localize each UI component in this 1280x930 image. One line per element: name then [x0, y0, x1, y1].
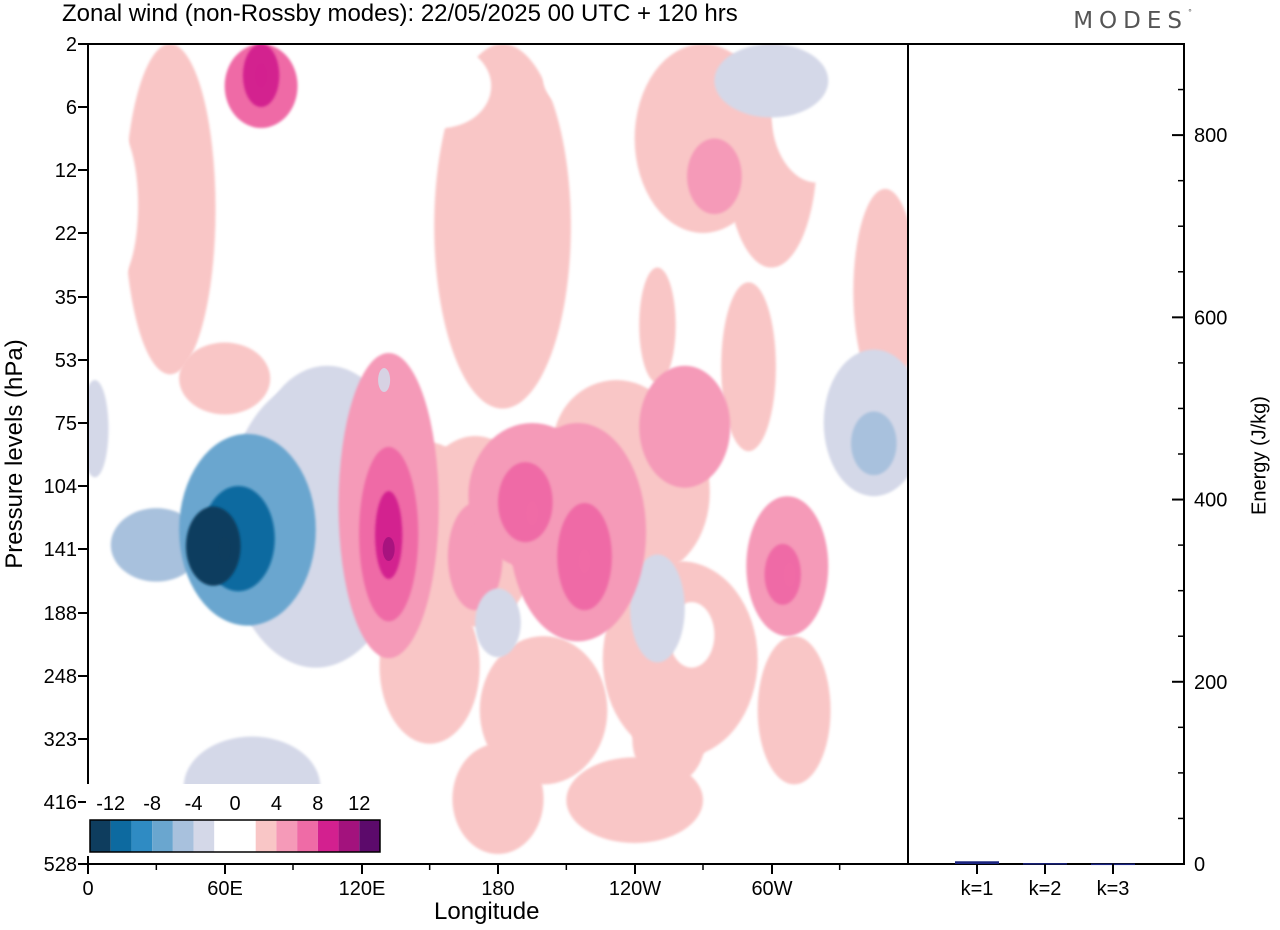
- energy-bar: [955, 861, 999, 864]
- colorbar-swatch: [193, 820, 215, 852]
- x-axis-label: Longitude: [434, 898, 540, 925]
- energy-axis-label: Energy (J/kg): [1248, 396, 1271, 515]
- y-axis: 2 6 12 22 35 53 75 104 141 188 248 323 416 528: [44, 34, 88, 876]
- y-tick-label: 22: [55, 223, 77, 245]
- y-tick-label: 528: [44, 854, 77, 876]
- colorbar-swatch: [338, 820, 360, 852]
- colorbar-swatch: [131, 820, 153, 852]
- colorbar: -12 -8 -4 0 4 8 12: [86, 784, 384, 856]
- energy-bar-label: k=2: [1029, 878, 1062, 900]
- heatmap-cell: [497, 462, 553, 543]
- colorbar-swatch: [110, 820, 132, 852]
- energy-bar-label: k=1: [961, 878, 994, 900]
- energy-tick-label: 400: [1194, 490, 1227, 512]
- heatmap-cell: [475, 588, 521, 658]
- y-tick-label: 2: [66, 34, 77, 56]
- y-axis-label: Pressure levels (hPa): [1, 339, 28, 569]
- energy-tick-label: 600: [1194, 307, 1227, 329]
- heatmap-cell: [764, 543, 801, 605]
- colorbar-tick-label: 12: [348, 793, 370, 815]
- heatmap-cell: [124, 44, 216, 375]
- heatmap-cell: [721, 282, 776, 452]
- energy-bar-label: k=3: [1097, 878, 1130, 900]
- heatmap-cell: [452, 743, 544, 855]
- heatmap-cell: [714, 44, 829, 118]
- colorbar-swatch: [90, 820, 111, 852]
- colorbar-swatch: [255, 820, 277, 852]
- energy-panel-frame: [907, 43, 1185, 865]
- energy-tick-label: 200: [1194, 672, 1227, 694]
- heatmap-feature: [255, 63, 268, 88]
- colorbar-tick-label: -12: [96, 793, 125, 815]
- heatmap-feature: [218, 537, 231, 561]
- heatmap-field: [88, 44, 908, 855]
- energy-bar: [1023, 863, 1067, 865]
- y-tick-label: 35: [55, 287, 77, 309]
- modes-logo: MODES°: [1073, 8, 1192, 34]
- heatmap-cell: [390, 44, 492, 128]
- colorbar-swatch: [235, 820, 256, 852]
- y-tick-label: 12: [55, 160, 77, 182]
- heatmap-cell: [687, 138, 742, 215]
- y-tick-label: 53: [55, 350, 77, 372]
- x-tick-label: 0: [82, 878, 93, 900]
- colorbar-swatch: [152, 820, 173, 852]
- heatmap-feature: [526, 501, 539, 526]
- energy-tick-label: 0: [1194, 854, 1205, 876]
- colorbar-tick-label: 8: [312, 793, 323, 815]
- x-tick-label: 120E: [339, 878, 386, 900]
- colorbar-tick-label: -8: [143, 793, 161, 815]
- x-tick-label: 60E: [207, 878, 243, 900]
- colorbar-swatch: [297, 820, 318, 852]
- heatmap-cell: [88, 380, 109, 478]
- energy-axis: 0 200 400 600 800: [1172, 43, 1227, 876]
- heatmap-cell: [630, 554, 685, 663]
- heatmap-cell: [92, 128, 139, 283]
- heatmap-cell: [179, 342, 271, 415]
- x-tick-label: 180: [481, 878, 514, 900]
- y-tick-label: 104: [44, 476, 77, 498]
- y-tick-label: 188: [44, 603, 77, 625]
- colorbar-tick-label: -4: [185, 793, 203, 815]
- colorbar-swatch: [276, 820, 298, 852]
- heatmap-feature: [783, 562, 796, 587]
- heatmap-cell: [434, 44, 571, 409]
- energy-tick-label: 800: [1194, 125, 1227, 147]
- y-tick-label: 416: [44, 792, 77, 814]
- heatmap-cell: [851, 411, 897, 476]
- heatmap-cell: [853, 188, 908, 395]
- heatmap-cell: [639, 267, 676, 383]
- y-tick-label: 248: [44, 666, 77, 688]
- energy-bars: k=1 k=2 k=3: [955, 861, 1135, 900]
- colorbar-swatch: [317, 820, 339, 852]
- heatmap-feature: [378, 368, 391, 393]
- colorbar-frame: [89, 819, 381, 853]
- heatmap-cell: [185, 506, 241, 586]
- heatmap-cell: [757, 636, 831, 785]
- chart-title: Zonal wind (non-Rossby modes): 22/05/202…: [62, 0, 738, 27]
- heatmap-cell: [566, 757, 704, 843]
- y-tick-label: 141: [44, 539, 77, 561]
- colorbar-tick-label: 0: [229, 793, 240, 815]
- heatmap-cell: [639, 365, 731, 488]
- heatmap-feature: [697, 170, 709, 195]
- x-tick-label: 60W: [751, 878, 792, 900]
- y-tick-label: 6: [66, 97, 77, 119]
- logo-text: MODES: [1073, 8, 1188, 34]
- heatmap-feature: [578, 549, 591, 574]
- heatmap-feature: [382, 537, 395, 561]
- colorbar-swatch: [359, 820, 380, 852]
- y-tick-label: 323: [44, 729, 77, 751]
- x-axis: 0 60E 120E 180 120W 60W: [82, 864, 841, 900]
- colorbar-tick-label: 4: [271, 793, 282, 815]
- heatmap-cell: [110, 508, 202, 582]
- x-tick-label: 120W: [609, 878, 661, 900]
- colorbar-swatch: [214, 820, 235, 852]
- colorbar-swatch: [172, 820, 194, 852]
- heatmap-cell: [375, 491, 403, 579]
- y-tick-label: 75: [55, 413, 77, 435]
